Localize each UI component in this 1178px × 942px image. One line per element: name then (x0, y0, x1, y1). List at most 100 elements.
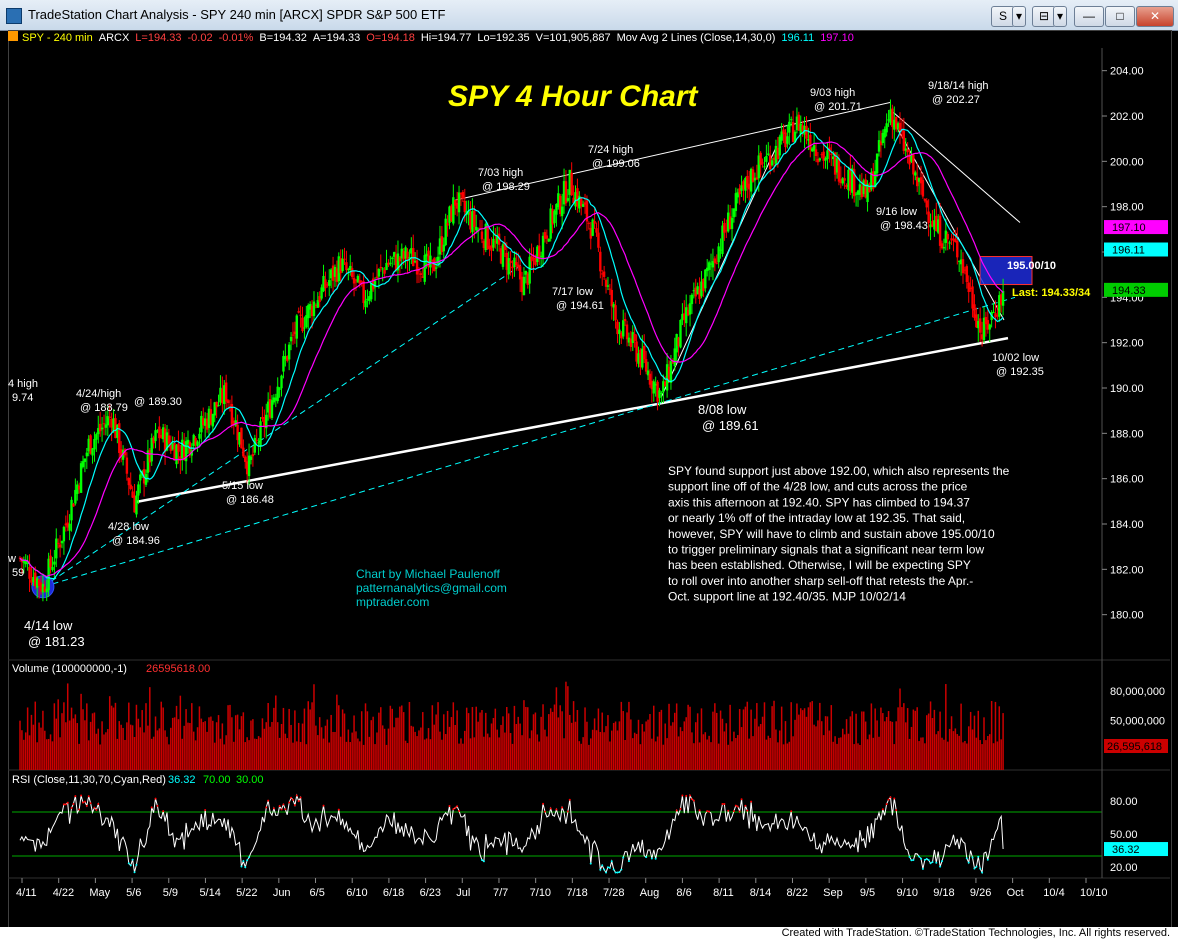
price-bar-body (490, 245, 493, 251)
price-bar-body (652, 381, 655, 394)
price-bar-body (608, 288, 612, 290)
price-bar-body (165, 432, 169, 451)
price-bar-body (87, 438, 90, 452)
price-bar-body (704, 269, 707, 289)
price-bar-body (496, 236, 499, 244)
price-bar-body (662, 381, 665, 393)
price-bar-body (914, 172, 917, 176)
price-bar-body (681, 313, 684, 321)
commentary-line: has been established. Otherwise, I will … (668, 558, 971, 572)
price-bar-body (935, 215, 938, 232)
price-bar-body (417, 270, 421, 272)
ma-fast-line (19, 128, 1004, 580)
symbol-link-dropdown[interactable]: ▾ (1012, 6, 1026, 27)
x-tick-label: May (89, 887, 110, 899)
price-bar-body (807, 138, 810, 141)
price-bar-body (77, 485, 81, 490)
price-bar-body (940, 243, 944, 249)
price-bar-body (973, 304, 976, 318)
rsi-oversold-point (931, 861, 934, 864)
price-bar-body (824, 158, 827, 161)
price-bar-body (551, 209, 554, 225)
rsi-overbought-point (448, 805, 451, 808)
close-button[interactable]: ✕ (1136, 6, 1174, 27)
maximize-button[interactable]: □ (1105, 6, 1135, 27)
price-marker-box (1104, 242, 1168, 257)
price-bar-body (946, 234, 949, 240)
price-bar-body (259, 421, 262, 447)
price-bar-body (121, 449, 125, 460)
price-bar-body (244, 456, 247, 462)
price-bar-body (329, 269, 333, 279)
rsi-overbought-point (265, 806, 268, 809)
price-bar-body (396, 253, 400, 271)
price-bar-body (97, 428, 100, 435)
minimize-button[interactable]: — (1074, 6, 1104, 27)
price-tick-label: 190.00 (1110, 383, 1144, 395)
price-tick-label: 202.00 (1110, 111, 1144, 123)
price-bar-body (831, 156, 835, 160)
rsi-overbought-point (746, 809, 749, 812)
status-study: Mov Avg 2 Lines (Close,14,30,0) (616, 32, 776, 44)
rsi-ob: 70.00 (203, 774, 231, 786)
annotation-value: @ 199.06 (592, 158, 640, 170)
price-bar-body (643, 346, 646, 360)
window-link-dropdown[interactable]: ▾ (1053, 6, 1067, 27)
target-zone-box (979, 256, 1033, 286)
price-bar-body (866, 183, 869, 203)
rsi-overbought-point (887, 798, 890, 801)
price-bar-body (289, 336, 293, 342)
price-bar-body (707, 262, 711, 270)
price-bar-body (746, 175, 749, 188)
price-bar-body (639, 349, 642, 368)
rsi-oversold-point (244, 866, 247, 869)
price-bar-body (391, 257, 394, 259)
price-bar-body (633, 333, 636, 341)
price-bar-body (234, 420, 237, 426)
price-bar-body (938, 215, 942, 246)
down-channel-upper (890, 109, 1021, 223)
price-bar-body (744, 178, 747, 191)
price-bar-body (812, 145, 816, 152)
price-bar-body (366, 298, 369, 301)
price-bar-body (685, 307, 688, 324)
price-bar-body (408, 257, 411, 259)
price-bar-body (719, 249, 722, 251)
price-bar-body (532, 257, 535, 260)
price-bar-body (581, 204, 585, 207)
annotation-value: @ 194.61 (556, 300, 604, 312)
price-bar-body (226, 400, 230, 404)
price-bar-body (266, 401, 270, 413)
price-bar-body (238, 432, 241, 445)
rsi-overbought-point (708, 810, 711, 813)
status-volume: V=101,905,887 (535, 32, 611, 44)
annotation-label: 7/03 high (478, 167, 523, 179)
rsi-overbought-point (561, 806, 564, 809)
price-bar-body (492, 238, 495, 248)
price-bar-body (56, 542, 60, 544)
price-bar-body (849, 168, 852, 192)
rsi-overbought-point (89, 802, 92, 805)
price-bar-body (929, 224, 932, 228)
rsi-oversold-point (127, 862, 130, 865)
chart-menu-icon[interactable] (8, 31, 18, 41)
price-bar-body (774, 145, 778, 164)
price-bar-body (364, 300, 367, 308)
price-bar-body (883, 128, 886, 138)
price-bar-body (194, 438, 197, 445)
price-bar-body (186, 439, 190, 445)
price-bar-body (637, 353, 640, 364)
price-bar-body (255, 439, 258, 441)
price-tick-label: 192.00 (1110, 338, 1144, 350)
price-bar-body (751, 169, 755, 182)
rsi-overbought-point (895, 809, 898, 812)
price-bar-body (34, 572, 37, 587)
price-bar-body (26, 562, 29, 565)
footer-text: Created with TradeStation. ©TradeStation… (781, 927, 1170, 939)
price-bar-body (154, 430, 157, 442)
price-bar-body (79, 463, 83, 493)
price-bar-body (158, 426, 161, 439)
price-bar-body (307, 305, 310, 319)
rsi-oversold-point (918, 855, 921, 858)
price-bar-body (375, 276, 379, 279)
